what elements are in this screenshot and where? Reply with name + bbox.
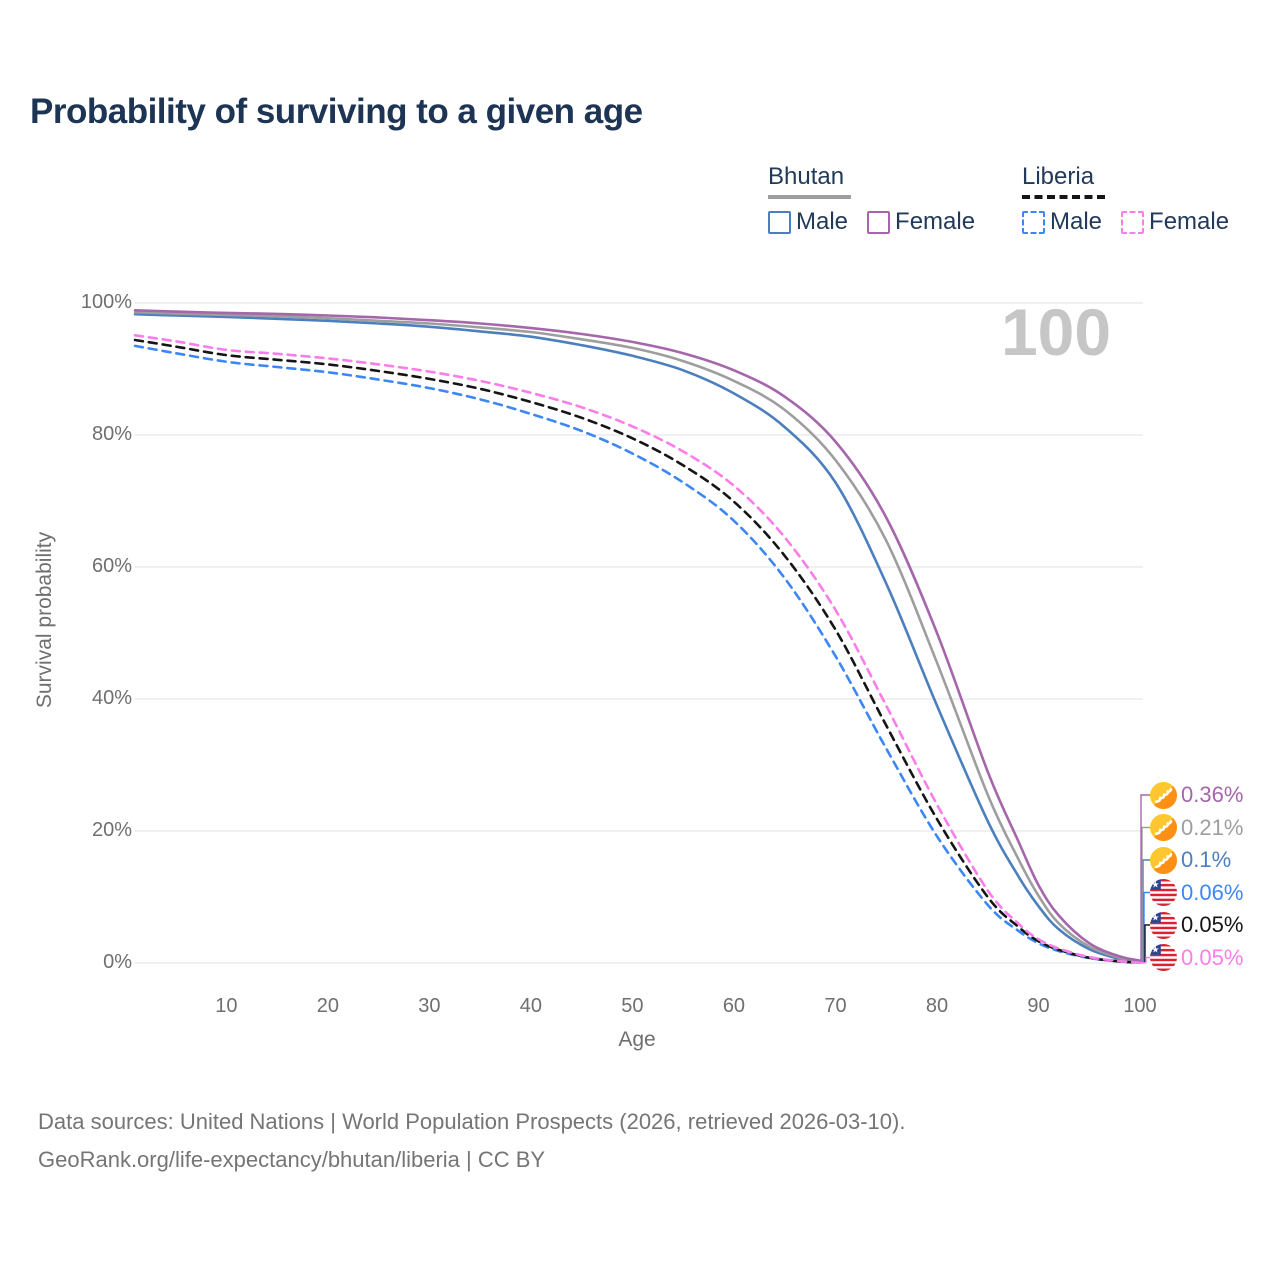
legend-item-label: Female <box>895 208 976 235</box>
legend-item-bhutan-female[interactable]: Female <box>867 208 975 236</box>
end-value: 0.21% <box>1181 814 1244 840</box>
legend-swatch <box>768 210 791 234</box>
bhutan-flag <box>1150 814 1177 841</box>
legend-group-liberia: Liberia Male Female <box>1022 163 1248 236</box>
y-tick-0%: 0% <box>103 951 132 973</box>
legend-group-title: Liberia <box>1022 163 1095 190</box>
series-line-bhutan-male[interactable] <box>133 312 1142 964</box>
bhutan-flag <box>1150 846 1177 874</box>
legend-underline-dashed <box>1022 195 1105 199</box>
data-source-line: Data sources: United Nations | World Pop… <box>38 1109 906 1134</box>
bhutan-flag-icon <box>1150 846 1177 874</box>
liberia-flag: ★ <box>1150 944 1177 971</box>
end-value: 0.05% <box>1181 944 1244 970</box>
legend-swatch <box>1121 210 1145 234</box>
legend-underline-solid <box>768 195 851 199</box>
liberia-flag: ★ <box>1150 911 1177 939</box>
end-value: 0.36% <box>1181 782 1244 807</box>
x-tick-20: 20 <box>316 995 339 1017</box>
svg-text:★: ★ <box>1151 912 1159 922</box>
y-tick-60%: 60% <box>91 555 132 577</box>
legend-item-liberia-male[interactable]: Male <box>1022 208 1102 236</box>
legend-group-title: Bhutan <box>768 163 845 190</box>
legend-swatch <box>867 210 891 234</box>
liberia-flag-icon: ★ <box>1150 879 1177 906</box>
end-label-liberia-female: ★ 0.05% <box>1150 944 1243 971</box>
legend-swatch <box>1022 210 1045 234</box>
bhutan-flag-icon <box>1150 814 1177 841</box>
liberia-flag-icon: ★ <box>1150 911 1177 939</box>
legend-items: Male Female <box>768 208 994 236</box>
series-line-liberia-total[interactable] <box>133 338 1142 964</box>
liberia-flag-icon: ★ <box>1150 944 1177 971</box>
series-line-bhutan-female[interactable] <box>133 309 1142 962</box>
x-axis-title: Age <box>618 1028 656 1051</box>
end-value: 0.06% <box>1181 879 1244 905</box>
x-tick-50: 50 <box>621 995 644 1017</box>
series-line-liberia-female[interactable] <box>133 334 1142 964</box>
page-title: Probability of surviving to a given age <box>30 92 643 131</box>
end-label-bhutan-total: 0.21% <box>1150 814 1243 841</box>
x-tick-10: 10 <box>215 995 238 1017</box>
end-value: 0.05% <box>1181 912 1244 937</box>
y-axis-title: Survival probability <box>33 531 56 709</box>
x-tick-30: 30 <box>418 995 441 1017</box>
legend-item-label: Female <box>1149 208 1230 235</box>
hover-age-watermark: 100 <box>1000 295 1112 369</box>
legend-item-label: Male <box>796 208 849 235</box>
legend-item-label: Male <box>1050 208 1103 235</box>
liberia-flag: ★ <box>1150 879 1177 906</box>
svg-text:★: ★ <box>1151 880 1159 890</box>
x-tick-40: 40 <box>519 995 543 1017</box>
attribution-line: GeoRank.org/life-expectancy/bhutan/liber… <box>38 1147 546 1172</box>
y-tick-40%: 40% <box>91 687 132 709</box>
end-label-connector <box>1140 956 1150 964</box>
x-tick-90: 90 <box>1027 995 1050 1017</box>
y-tick-20%: 20% <box>91 819 132 841</box>
y-tick-100%: 100% <box>80 291 132 313</box>
legend-items: Male Female <box>1022 208 1248 236</box>
legend-item-bhutan-male[interactable]: Male <box>768 208 848 236</box>
end-label-liberia-male: ★ 0.06% <box>1150 879 1243 906</box>
end-label-bhutan-female: 0.36% <box>1150 781 1244 809</box>
legend-group-bhutan: Bhutan Male Female <box>768 163 994 236</box>
x-tick-70: 70 <box>824 995 847 1017</box>
x-tick-100: 100 <box>1123 995 1157 1017</box>
x-tick-80: 80 <box>925 995 949 1017</box>
series-line-bhutan-total[interactable] <box>133 310 1142 963</box>
end-value: 0.1% <box>1181 847 1232 872</box>
x-tick-60: 60 <box>722 995 746 1017</box>
bhutan-flag <box>1150 781 1177 809</box>
end-label-bhutan-male: 0.1% <box>1150 846 1232 874</box>
end-label-liberia-total: ★ 0.05% <box>1150 911 1244 939</box>
svg-text:★: ★ <box>1151 945 1159 955</box>
legend-item-liberia-female[interactable]: Female <box>1121 208 1229 236</box>
series-line-liberia-male[interactable] <box>133 344 1142 964</box>
y-tick-80%: 80% <box>91 423 132 445</box>
bhutan-flag-icon <box>1150 781 1177 809</box>
